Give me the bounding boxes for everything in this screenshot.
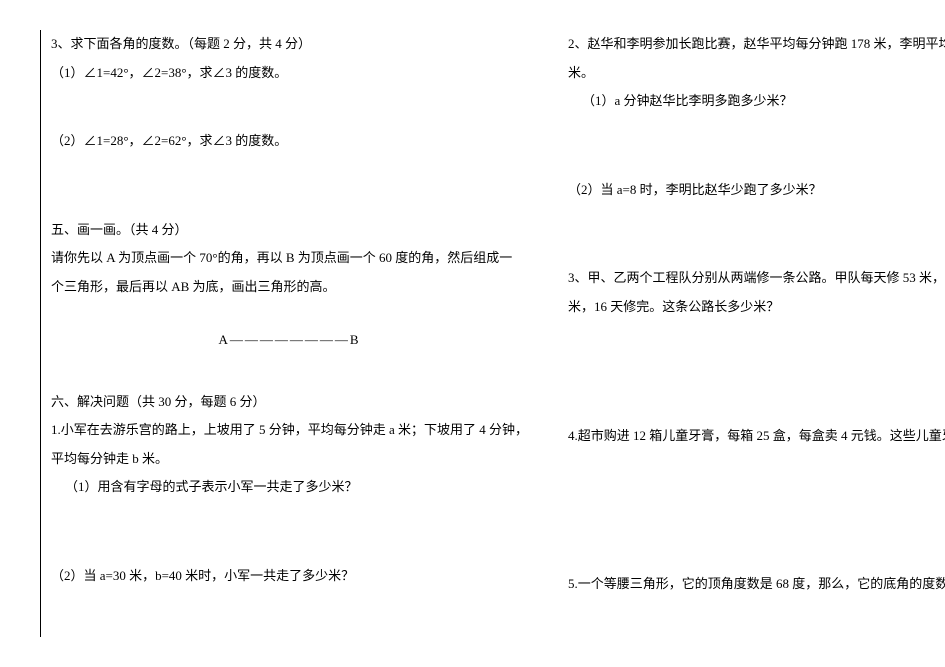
ab-segment: A————————B (51, 332, 528, 348)
section5-title: 五、画一画。（共 4 分） (51, 216, 528, 245)
section5-line1: 请你先以 A 为顶点画一个 70°的角，再以 B 为顶点画一个 60 度的角，然… (51, 244, 528, 273)
q2-line1: 2、赵华和李明参加长跑比赛，赵华平均每分钟跑 178 米，李明平均每分钟跑 15… (568, 30, 945, 59)
q6-1-sub1: （1）用含有字母的式子表示小军一共走了多少米？ (51, 473, 528, 502)
q3-part2: （2）∠1=28°，∠2=62°，求∠3 的度数。 (51, 127, 528, 156)
q4: 4.超市购进 12 箱儿童牙膏，每箱 25 盒，每盒卖 4 元钱。这些儿童牙膏可… (568, 422, 945, 451)
q6-1-line2: 平均每分钟走 b 米。 (51, 445, 528, 474)
q5: 5.一个等腰三角形，它的顶角度数是 68 度，那么，它的底角的度数是多少？ (568, 570, 945, 599)
section5-line2: 个三角形，最后再以 AB 为底，画出三角形的高。 (51, 273, 528, 302)
q6-1-sub2: （2）当 a=30 米，b=40 米时，小军一共走了多少米？ (51, 562, 528, 591)
q3-title: 3、求下面各角的度数。（每题 2 分，共 4 分） (51, 30, 528, 59)
q3-right-line1: 3、甲、乙两个工程队分别从两端修一条公路。甲队每天修 53 米，乙队每天修 47 (568, 264, 945, 293)
q2-sub1: （1）a 分钟赵华比李明多跑多少米？ (568, 87, 945, 116)
q2-line2: 米。 (568, 59, 945, 88)
q2-sub2: （2）当 a=8 时，李明比赵华少跑了多少米？ (568, 176, 945, 205)
section6-title: 六、解决问题（共 30 分，每题 6 分） (51, 388, 528, 417)
q6-1-line1: 1.小军在去游乐宫的路上，上坡用了 5 分钟，平均每分钟走 a 米；下坡用了 4… (51, 416, 528, 445)
q3-part1: （1）∠1=42°，∠2=38°，求∠3 的度数。 (51, 59, 528, 88)
q3-right-line2: 米，16 天修完。这条公路长多少米？ (568, 293, 945, 322)
